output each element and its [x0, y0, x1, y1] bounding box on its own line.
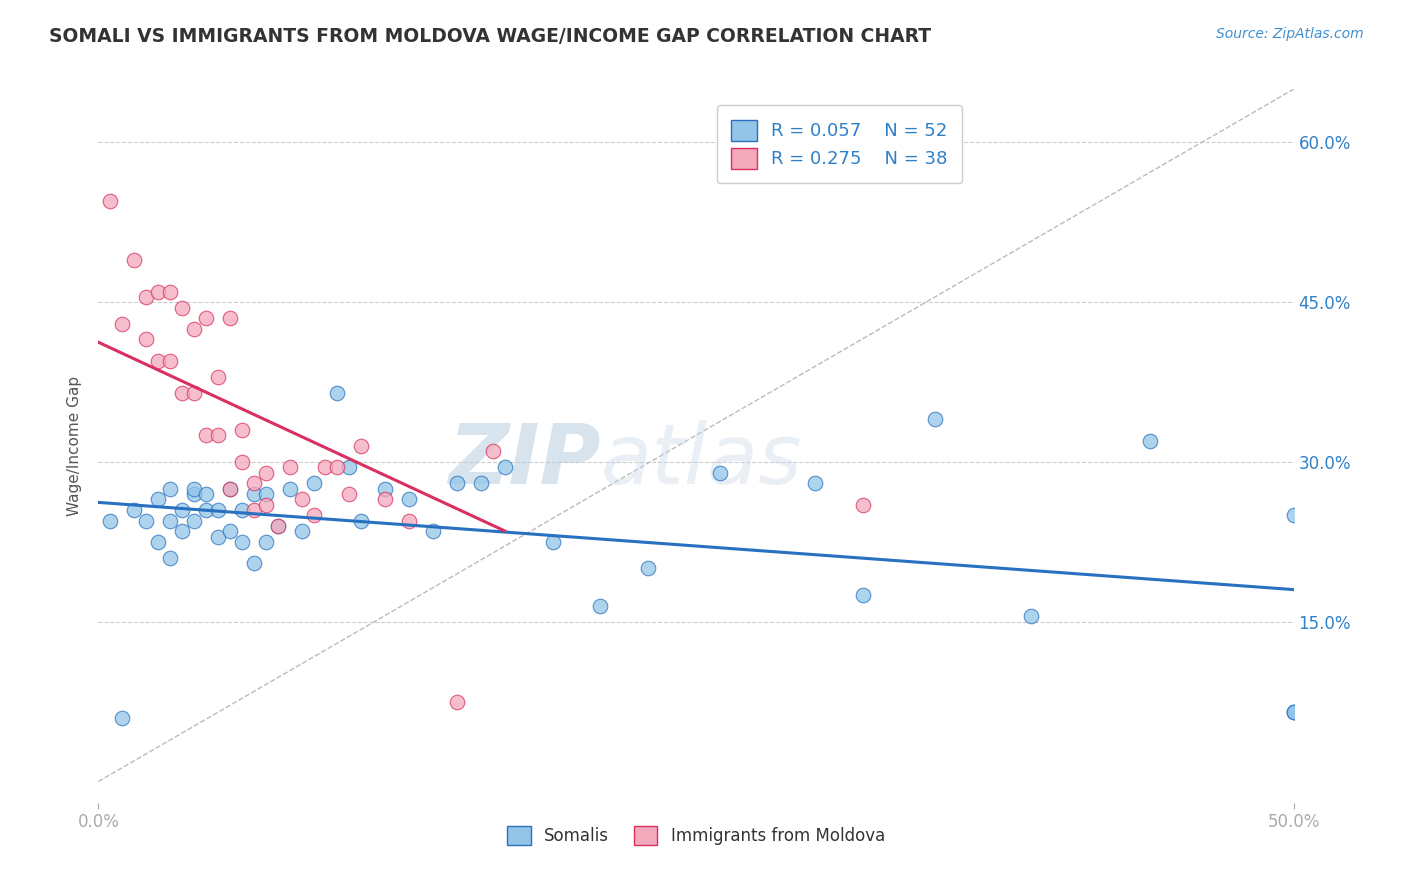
Point	[804, 476, 827, 491]
Point	[148, 285, 170, 299]
Point	[195, 311, 218, 326]
Point	[470, 476, 492, 491]
Point	[135, 290, 157, 304]
Point	[183, 385, 205, 400]
Point	[207, 369, 229, 384]
Point	[350, 514, 373, 528]
Point	[124, 252, 146, 267]
Point	[159, 514, 181, 528]
Point	[159, 353, 181, 368]
Point	[494, 460, 516, 475]
Point	[1282, 508, 1305, 523]
Point	[315, 460, 337, 475]
Legend: Somalis, Immigrants from Moldova: Somalis, Immigrants from Moldova	[501, 819, 891, 852]
Point	[98, 194, 122, 208]
Point	[398, 492, 420, 507]
Point	[231, 503, 253, 517]
Point	[1019, 609, 1042, 624]
Point	[541, 534, 564, 549]
Point	[172, 503, 194, 517]
Point	[195, 487, 218, 501]
Point	[207, 529, 229, 543]
Point	[1282, 706, 1305, 720]
Point	[148, 353, 170, 368]
Point	[148, 534, 170, 549]
Point	[302, 508, 325, 523]
Point	[1139, 434, 1161, 448]
Text: atlas: atlas	[600, 420, 801, 500]
Point	[446, 695, 468, 709]
Point	[183, 482, 205, 496]
Point	[422, 524, 444, 539]
Point	[219, 524, 242, 539]
Point	[709, 466, 731, 480]
Point	[339, 460, 361, 475]
Point	[172, 385, 194, 400]
Point	[291, 492, 314, 507]
Point	[1282, 706, 1305, 720]
Point	[183, 514, 205, 528]
Point	[207, 428, 229, 442]
Point	[1282, 706, 1305, 720]
Point	[254, 466, 277, 480]
Point	[350, 439, 373, 453]
Point	[243, 487, 266, 501]
Point	[254, 534, 277, 549]
Point	[135, 333, 157, 347]
Point	[339, 487, 361, 501]
Point	[124, 503, 146, 517]
Point	[207, 503, 229, 517]
Point	[219, 482, 242, 496]
Point	[219, 311, 242, 326]
Point	[148, 492, 170, 507]
Point	[195, 428, 218, 442]
Point	[111, 317, 134, 331]
Point	[231, 534, 253, 549]
Point	[135, 514, 157, 528]
Point	[291, 524, 314, 539]
Point	[852, 498, 875, 512]
Point	[243, 476, 266, 491]
Point	[637, 561, 659, 575]
Point	[267, 519, 290, 533]
Point	[254, 487, 277, 501]
Point	[302, 476, 325, 491]
Point	[159, 550, 181, 565]
Point	[446, 476, 468, 491]
Point	[111, 710, 134, 724]
Point	[183, 322, 205, 336]
Point	[398, 514, 420, 528]
Point	[589, 599, 612, 613]
Y-axis label: Wage/Income Gap: Wage/Income Gap	[67, 376, 83, 516]
Point	[159, 285, 181, 299]
Text: SOMALI VS IMMIGRANTS FROM MOLDOVA WAGE/INCOME GAP CORRELATION CHART: SOMALI VS IMMIGRANTS FROM MOLDOVA WAGE/I…	[49, 27, 931, 45]
Point	[243, 503, 266, 517]
Point	[326, 385, 349, 400]
Point	[183, 487, 205, 501]
Point	[243, 556, 266, 570]
Point	[374, 492, 396, 507]
Point	[231, 455, 253, 469]
Text: ZIP: ZIP	[447, 420, 600, 500]
Point	[98, 514, 122, 528]
Point	[159, 482, 181, 496]
Point	[374, 482, 396, 496]
Point	[278, 482, 301, 496]
Point	[852, 588, 875, 602]
Point	[278, 460, 301, 475]
Text: Source: ZipAtlas.com: Source: ZipAtlas.com	[1216, 27, 1364, 41]
Point	[172, 301, 194, 315]
Point	[924, 412, 946, 426]
Point	[231, 423, 253, 437]
Point	[254, 498, 277, 512]
Point	[326, 460, 349, 475]
Point	[267, 519, 290, 533]
Point	[481, 444, 505, 458]
Point	[195, 503, 218, 517]
Point	[219, 482, 242, 496]
Point	[172, 524, 194, 539]
